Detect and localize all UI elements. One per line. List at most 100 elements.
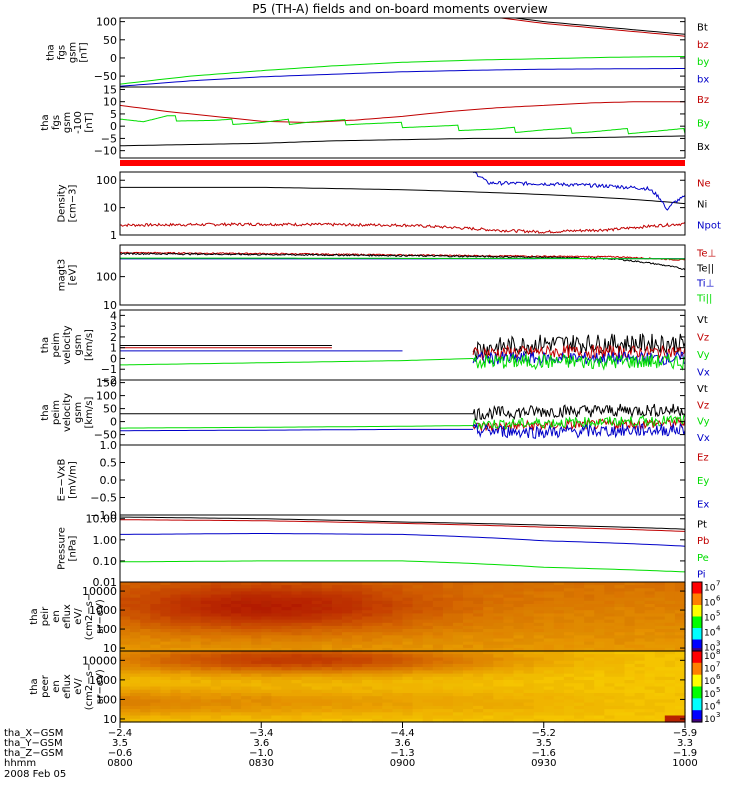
heatmap-cell	[221, 654, 232, 658]
series-line-Pe	[120, 561, 685, 572]
heatmap-cell	[503, 716, 514, 720]
heatmap-cell	[423, 680, 434, 684]
heatmap-cell	[221, 667, 232, 671]
heatmap-cell	[241, 610, 252, 614]
heatmap-cell	[413, 703, 424, 707]
heatmap-cell	[423, 595, 434, 599]
heatmap-cell	[181, 629, 192, 633]
heatmap-cell	[181, 620, 192, 624]
heatmap-cell	[403, 629, 414, 633]
heatmap-cell	[574, 667, 585, 671]
heatmap-cell	[665, 635, 676, 639]
heatmap-cell	[665, 716, 676, 720]
heatmap-cell	[332, 635, 343, 639]
heatmap-cell	[655, 716, 666, 720]
heatmap-cell	[584, 610, 595, 614]
heatmap-cell	[584, 595, 595, 599]
heatmap-cell	[614, 703, 625, 707]
heatmap-cell	[211, 635, 222, 639]
heatmap-cell	[201, 601, 212, 605]
heatmap-cell	[423, 610, 434, 614]
heatmap-cell	[514, 595, 525, 599]
heatmap-cell	[524, 601, 535, 605]
heatmap-cell	[403, 690, 414, 694]
y-axis-label: tha	[29, 678, 40, 694]
series-line-Ni	[120, 187, 685, 203]
heatmap-cell	[352, 703, 363, 707]
heatmap-cell	[574, 629, 585, 633]
heatmap-cell	[604, 585, 615, 589]
heatmap-cell	[332, 629, 343, 633]
heatmap-cell	[281, 595, 292, 599]
heatmap-cell	[372, 680, 383, 684]
heatmap-cell	[191, 680, 202, 684]
heatmap-cell	[382, 635, 393, 639]
heatmap-cell	[382, 690, 393, 694]
heatmap-cell	[221, 620, 232, 624]
heatmap-cell	[392, 610, 403, 614]
heatmap-cell	[382, 595, 393, 599]
heatmap-cell	[322, 585, 333, 589]
heatmap-cell	[665, 690, 676, 694]
heatmap-cell	[534, 635, 545, 639]
heatmap-cell	[201, 620, 212, 624]
heatmap-cell	[403, 585, 414, 589]
heatmap-cell	[503, 680, 514, 684]
heatmap-cell	[170, 680, 181, 684]
heatmap-cell	[483, 595, 494, 599]
heatmap-cell	[170, 595, 181, 599]
heatmap-cell	[443, 667, 454, 671]
heatmap-cell	[655, 645, 666, 649]
heatmap-cell	[403, 716, 414, 720]
heatmap-cell	[625, 654, 636, 658]
heatmap-cell	[625, 635, 636, 639]
y-axis-label: fgs	[57, 45, 68, 60]
heatmap-cell	[292, 667, 303, 671]
heatmap-cell	[322, 635, 333, 639]
y-axis-label: [km/s]	[84, 329, 95, 361]
heatmap-cell	[352, 716, 363, 720]
y-axis-label: [nT]	[79, 42, 90, 62]
heatmap-cell	[554, 629, 565, 633]
heatmap-cell	[130, 703, 141, 707]
heatmap-cell	[635, 690, 646, 694]
heatmap-cell	[160, 585, 171, 589]
colorbar-tick-label: 10	[704, 665, 716, 675]
heatmap-cell	[352, 690, 363, 694]
heatmap-cell	[372, 703, 383, 707]
legend-label-bx: bx	[697, 74, 709, 85]
heatmap-cell	[453, 645, 464, 649]
heatmap-cell	[302, 585, 313, 589]
heatmap-cell	[524, 716, 535, 720]
panel-frame	[120, 445, 685, 515]
heatmap-cell	[120, 703, 131, 707]
separator-bar	[120, 160, 685, 166]
heatmap-cell	[604, 610, 615, 614]
heatmap-cell	[413, 635, 424, 639]
heatmap-cell	[413, 620, 424, 624]
legend-label-Pb: Pb	[697, 536, 709, 547]
heatmap-cell	[392, 585, 403, 589]
heatmap-cell	[483, 654, 494, 658]
heatmap-cell	[181, 645, 192, 649]
heatmap-cell	[655, 703, 666, 707]
heatmap-cell	[170, 610, 181, 614]
heatmap-cell	[211, 595, 222, 599]
colorbar-tick-exponent: 3	[716, 711, 720, 719]
heatmap-cell	[413, 595, 424, 599]
heatmap-cell	[160, 680, 171, 684]
heatmap-cell	[251, 620, 262, 624]
heatmap-cell	[433, 716, 444, 720]
heatmap-cell	[503, 585, 514, 589]
heatmap-cell	[130, 601, 141, 605]
heatmap-cell	[473, 716, 484, 720]
heatmap-cell	[645, 645, 656, 649]
heatmap-cell	[483, 635, 494, 639]
y-axis-label: en	[51, 610, 62, 623]
heatmap-cell	[544, 716, 555, 720]
heatmap-cell	[483, 620, 494, 624]
heatmap-cell	[271, 716, 282, 720]
heatmap-cell	[433, 620, 444, 624]
heatmap-cell	[554, 680, 565, 684]
heatmap-cell	[362, 610, 373, 614]
